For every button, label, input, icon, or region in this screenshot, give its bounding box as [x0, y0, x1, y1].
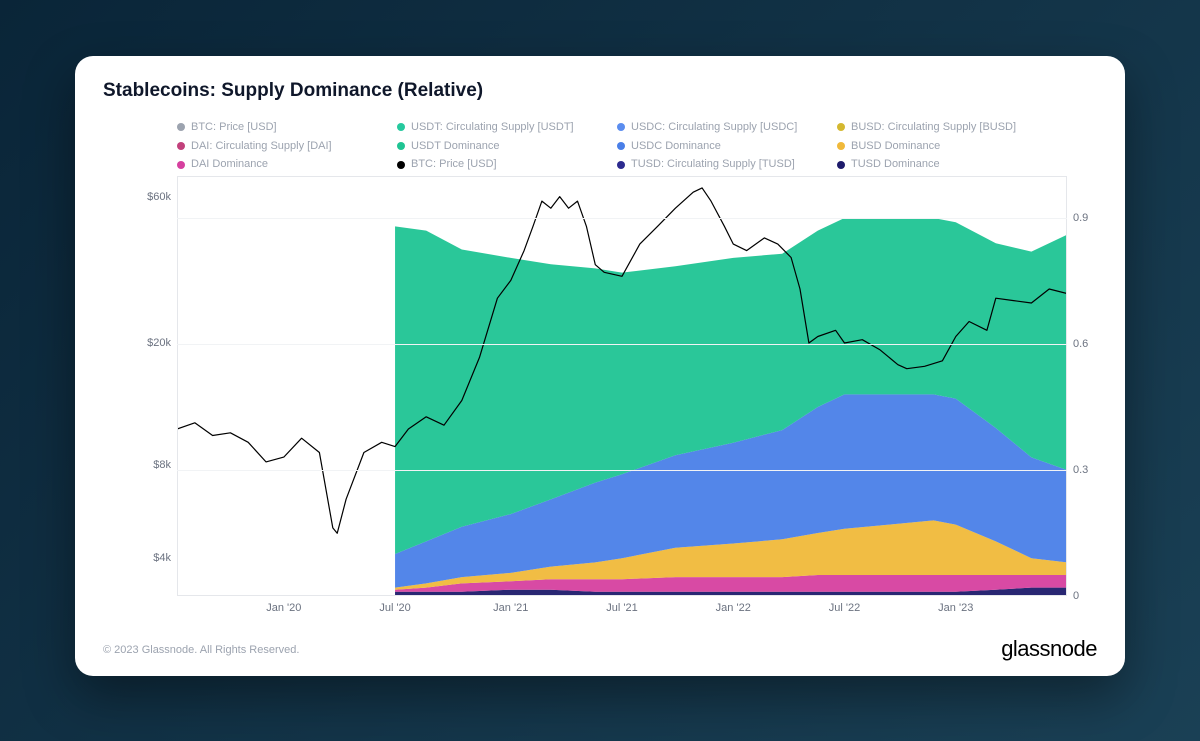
legend-item[interactable]: TUSD: Circulating Supply [TUSD]: [617, 155, 817, 174]
chart-card: Stablecoins: Supply Dominance (Relative)…: [75, 56, 1125, 676]
legend-dot-icon: [397, 142, 405, 150]
gridline: [177, 470, 1067, 471]
y-axis-right-label: 0: [1073, 590, 1103, 602]
legend-dot-icon: [177, 142, 185, 150]
y-axis-left-label: $4k: [131, 552, 171, 564]
y-axis-right-label: 0.6: [1073, 338, 1103, 350]
legend-item[interactable]: USDC: Circulating Supply [USDC]: [617, 118, 817, 137]
brand-logo: glassnode: [1001, 636, 1097, 662]
legend-label: USDC Dominance: [631, 137, 721, 156]
legend-label: DAI Dominance: [191, 155, 268, 174]
legend-dot-icon: [397, 123, 405, 131]
legend-item[interactable]: USDC Dominance: [617, 137, 817, 156]
gridline: [177, 344, 1067, 345]
legend-label: TUSD Dominance: [851, 155, 940, 174]
y-axis-right-label: 0.9: [1073, 212, 1103, 224]
legend-item[interactable]: USDT Dominance: [397, 137, 597, 156]
legend-label: USDT: Circulating Supply [USDT]: [411, 118, 574, 137]
plot-area: glassnode 00.30.60.9$4k$8k$20k$60kJan '2…: [177, 176, 1067, 596]
x-axis-label: Jul '21: [606, 602, 637, 614]
legend-dot-icon: [617, 161, 625, 169]
x-axis-label: Jan '22: [716, 602, 751, 614]
footer-copyright: © 2023 Glassnode. All Rights Reserved.: [103, 644, 299, 656]
plot-border: [177, 176, 1067, 596]
x-axis-label: Jan '20: [266, 602, 301, 614]
legend-item[interactable]: BTC: Price [USD]: [397, 155, 597, 174]
chart-title: Stablecoins: Supply Dominance (Relative): [103, 80, 483, 102]
gridline: [177, 218, 1067, 219]
y-axis-left-label: $60k: [131, 191, 171, 203]
legend-dot-icon: [397, 161, 405, 169]
legend-dot-icon: [617, 142, 625, 150]
legend-dot-icon: [837, 161, 845, 169]
legend-label: TUSD: Circulating Supply [TUSD]: [631, 155, 795, 174]
chart-legend: BTC: Price [USD] USDT: Circulating Supply…: [177, 118, 1085, 174]
legend-item[interactable]: BTC: Price [USD]: [177, 118, 377, 137]
legend-dot-icon: [177, 123, 185, 131]
x-axis-label: Jul '22: [829, 602, 860, 614]
legend-item[interactable]: BUSD Dominance: [837, 137, 1037, 156]
x-axis-label: Jan '21: [493, 602, 528, 614]
x-axis-label: Jan '23: [938, 602, 973, 614]
legend-label: BTC: Price [USD]: [411, 155, 497, 174]
legend-label: BUSD Dominance: [851, 137, 940, 156]
legend-label: USDC: Circulating Supply [USDC]: [631, 118, 797, 137]
legend-item[interactable]: USDT: Circulating Supply [USDT]: [397, 118, 597, 137]
y-axis-left-label: $8k: [131, 459, 171, 471]
legend-dot-icon: [177, 161, 185, 169]
legend-item[interactable]: BUSD: Circulating Supply [BUSD]: [837, 118, 1037, 137]
x-axis-label: Jul '20: [379, 602, 410, 614]
legend-item[interactable]: DAI Dominance: [177, 155, 377, 174]
legend-label: USDT Dominance: [411, 137, 499, 156]
y-axis-left-label: $20k: [131, 337, 171, 349]
legend-dot-icon: [837, 142, 845, 150]
legend-label: BUSD: Circulating Supply [BUSD]: [851, 118, 1016, 137]
legend-item[interactable]: DAI: Circulating Supply [DAI]: [177, 137, 377, 156]
legend-dot-icon: [617, 123, 625, 131]
legend-label: DAI: Circulating Supply [DAI]: [191, 137, 332, 156]
legend-dot-icon: [837, 123, 845, 131]
legend-label: BTC: Price [USD]: [191, 118, 277, 137]
y-axis-right-label: 0.3: [1073, 464, 1103, 476]
legend-item[interactable]: TUSD Dominance: [837, 155, 1037, 174]
